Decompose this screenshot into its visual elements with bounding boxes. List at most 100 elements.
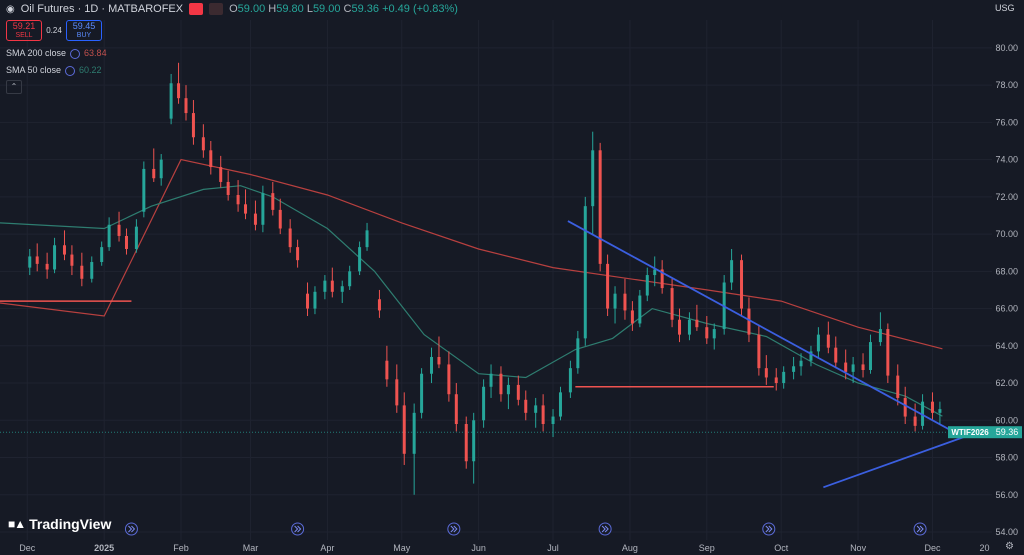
candle-body <box>774 377 778 384</box>
candle-body <box>454 394 458 425</box>
candle-body <box>100 247 104 263</box>
candle-body <box>134 226 138 249</box>
settings-icon[interactable] <box>70 48 81 59</box>
candle-body <box>447 364 451 395</box>
trendline <box>823 428 985 489</box>
indicator-sma200[interactable]: SMA 200 close 63.84 <box>6 48 107 59</box>
candle-body <box>323 280 327 292</box>
candle-body <box>576 338 580 369</box>
low-label: L <box>306 3 313 15</box>
candle-body <box>809 351 813 361</box>
replay-markers[interactable] <box>124 522 927 536</box>
settings-icon[interactable] <box>65 65 76 76</box>
candle-body <box>764 368 768 378</box>
x-tick-label: Nov <box>850 543 867 553</box>
collapse-legend-button[interactable]: ⌃ <box>6 80 22 94</box>
candle-body <box>296 247 300 261</box>
candle-body <box>472 420 476 462</box>
flag-icon[interactable] <box>189 3 204 15</box>
candle-body <box>226 181 230 195</box>
x-tick-label: 2025 <box>94 543 114 553</box>
candle-body <box>62 245 66 255</box>
candles[interactable] <box>28 62 942 495</box>
trade-boxes: 59.21 SELL 0.24 59.45 BUY <box>6 20 102 41</box>
tradingview-logo[interactable]: ■▲ TradingView <box>8 516 111 532</box>
candle-body <box>816 334 820 352</box>
buy-button[interactable]: 59.45 BUY <box>66 20 102 41</box>
candle-body <box>489 373 493 387</box>
candle-body <box>792 366 796 372</box>
candle-body <box>695 319 699 328</box>
candle-body <box>53 245 57 270</box>
candle-body <box>499 373 503 395</box>
candle-body <box>306 293 310 309</box>
candle-body <box>712 329 716 339</box>
high-label: H <box>268 3 277 15</box>
y-tick-label: 54.00 <box>995 527 1018 537</box>
symbol-title[interactable]: Oil Futures · 1D · MATBAROFEX <box>20 3 184 15</box>
fast-forward-icon-glyph <box>128 525 136 533</box>
candle-body <box>826 334 830 348</box>
candle-body <box>278 209 282 229</box>
candle-body <box>903 397 907 417</box>
y-tick-label: 78.00 <box>995 80 1018 90</box>
buy-label: BUY <box>76 32 92 39</box>
y-tick-label: 68.00 <box>995 266 1018 276</box>
currency-label[interactable]: USG <box>995 3 1015 13</box>
drawings[interactable] <box>0 220 985 489</box>
symbol-icon: ◉ <box>6 3 15 15</box>
candle-body <box>606 263 610 309</box>
candle-body <box>70 254 74 266</box>
fast-forward-icon-glyph <box>765 525 773 533</box>
candle-body <box>80 265 84 279</box>
x-tick-label: Apr <box>320 543 334 553</box>
candle-body <box>541 405 545 425</box>
symbol-header: ◉ Oil Futures · 1D · MATBAROFEX O59.00 H… <box>6 3 458 15</box>
sell-button[interactable]: 59.21 SELL <box>6 20 42 41</box>
candle-body <box>583 206 587 339</box>
candle-body <box>464 424 468 462</box>
candle-body <box>930 401 934 413</box>
change-value: +0.49 (+0.83%) <box>382 3 458 15</box>
candle-body <box>288 228 292 248</box>
y-tick-label: 64.00 <box>995 341 1018 351</box>
sell-price: 59.21 <box>12 21 36 31</box>
open-label: O <box>229 3 238 15</box>
candle-body <box>184 98 188 114</box>
indicator-sma50[interactable]: SMA 50 close 60.22 <box>6 65 102 76</box>
close-icon[interactable] <box>209 3 224 15</box>
x-tick-label: Jun <box>471 543 486 553</box>
price-axis[interactable]: 80.00 78.00 76.00 74.00 72.00 70.00 68.00 66.00… <box>948 0 1024 555</box>
candle-body <box>244 204 248 214</box>
candle-body <box>834 347 838 363</box>
candle-body <box>896 375 900 398</box>
candle-body <box>365 230 369 248</box>
candle-body <box>799 360 803 367</box>
candle-body <box>430 356 434 374</box>
candle-body <box>236 194 240 205</box>
sma200-value: 63.84 <box>84 48 107 58</box>
candle-body <box>705 327 709 339</box>
candle-body <box>358 247 362 272</box>
time-axis[interactable]: Dec 2025 Feb Mar Apr May Jun Jul Aug Sep Oct Nov Dec… <box>19 543 989 553</box>
candle-body <box>913 416 917 426</box>
open-value: 59.00 <box>237 3 266 15</box>
candle-body <box>330 280 334 292</box>
candle-body <box>660 269 664 289</box>
candle-body <box>886 329 890 376</box>
price-axis-bg <box>992 0 1024 555</box>
candle-body <box>645 275 649 296</box>
sell-label: SELL <box>15 32 33 39</box>
candle-body <box>551 416 555 425</box>
candle-body <box>45 263 49 270</box>
candle-body <box>177 83 181 99</box>
candle-body <box>402 405 406 454</box>
candle-body <box>219 167 223 182</box>
candle-body <box>670 288 674 320</box>
candle-body <box>107 224 111 248</box>
y-tick-label: 58.00 <box>995 453 1018 463</box>
gear-icon[interactable]: ⚙ <box>1005 541 1014 552</box>
fast-forward-icon <box>762 522 776 536</box>
